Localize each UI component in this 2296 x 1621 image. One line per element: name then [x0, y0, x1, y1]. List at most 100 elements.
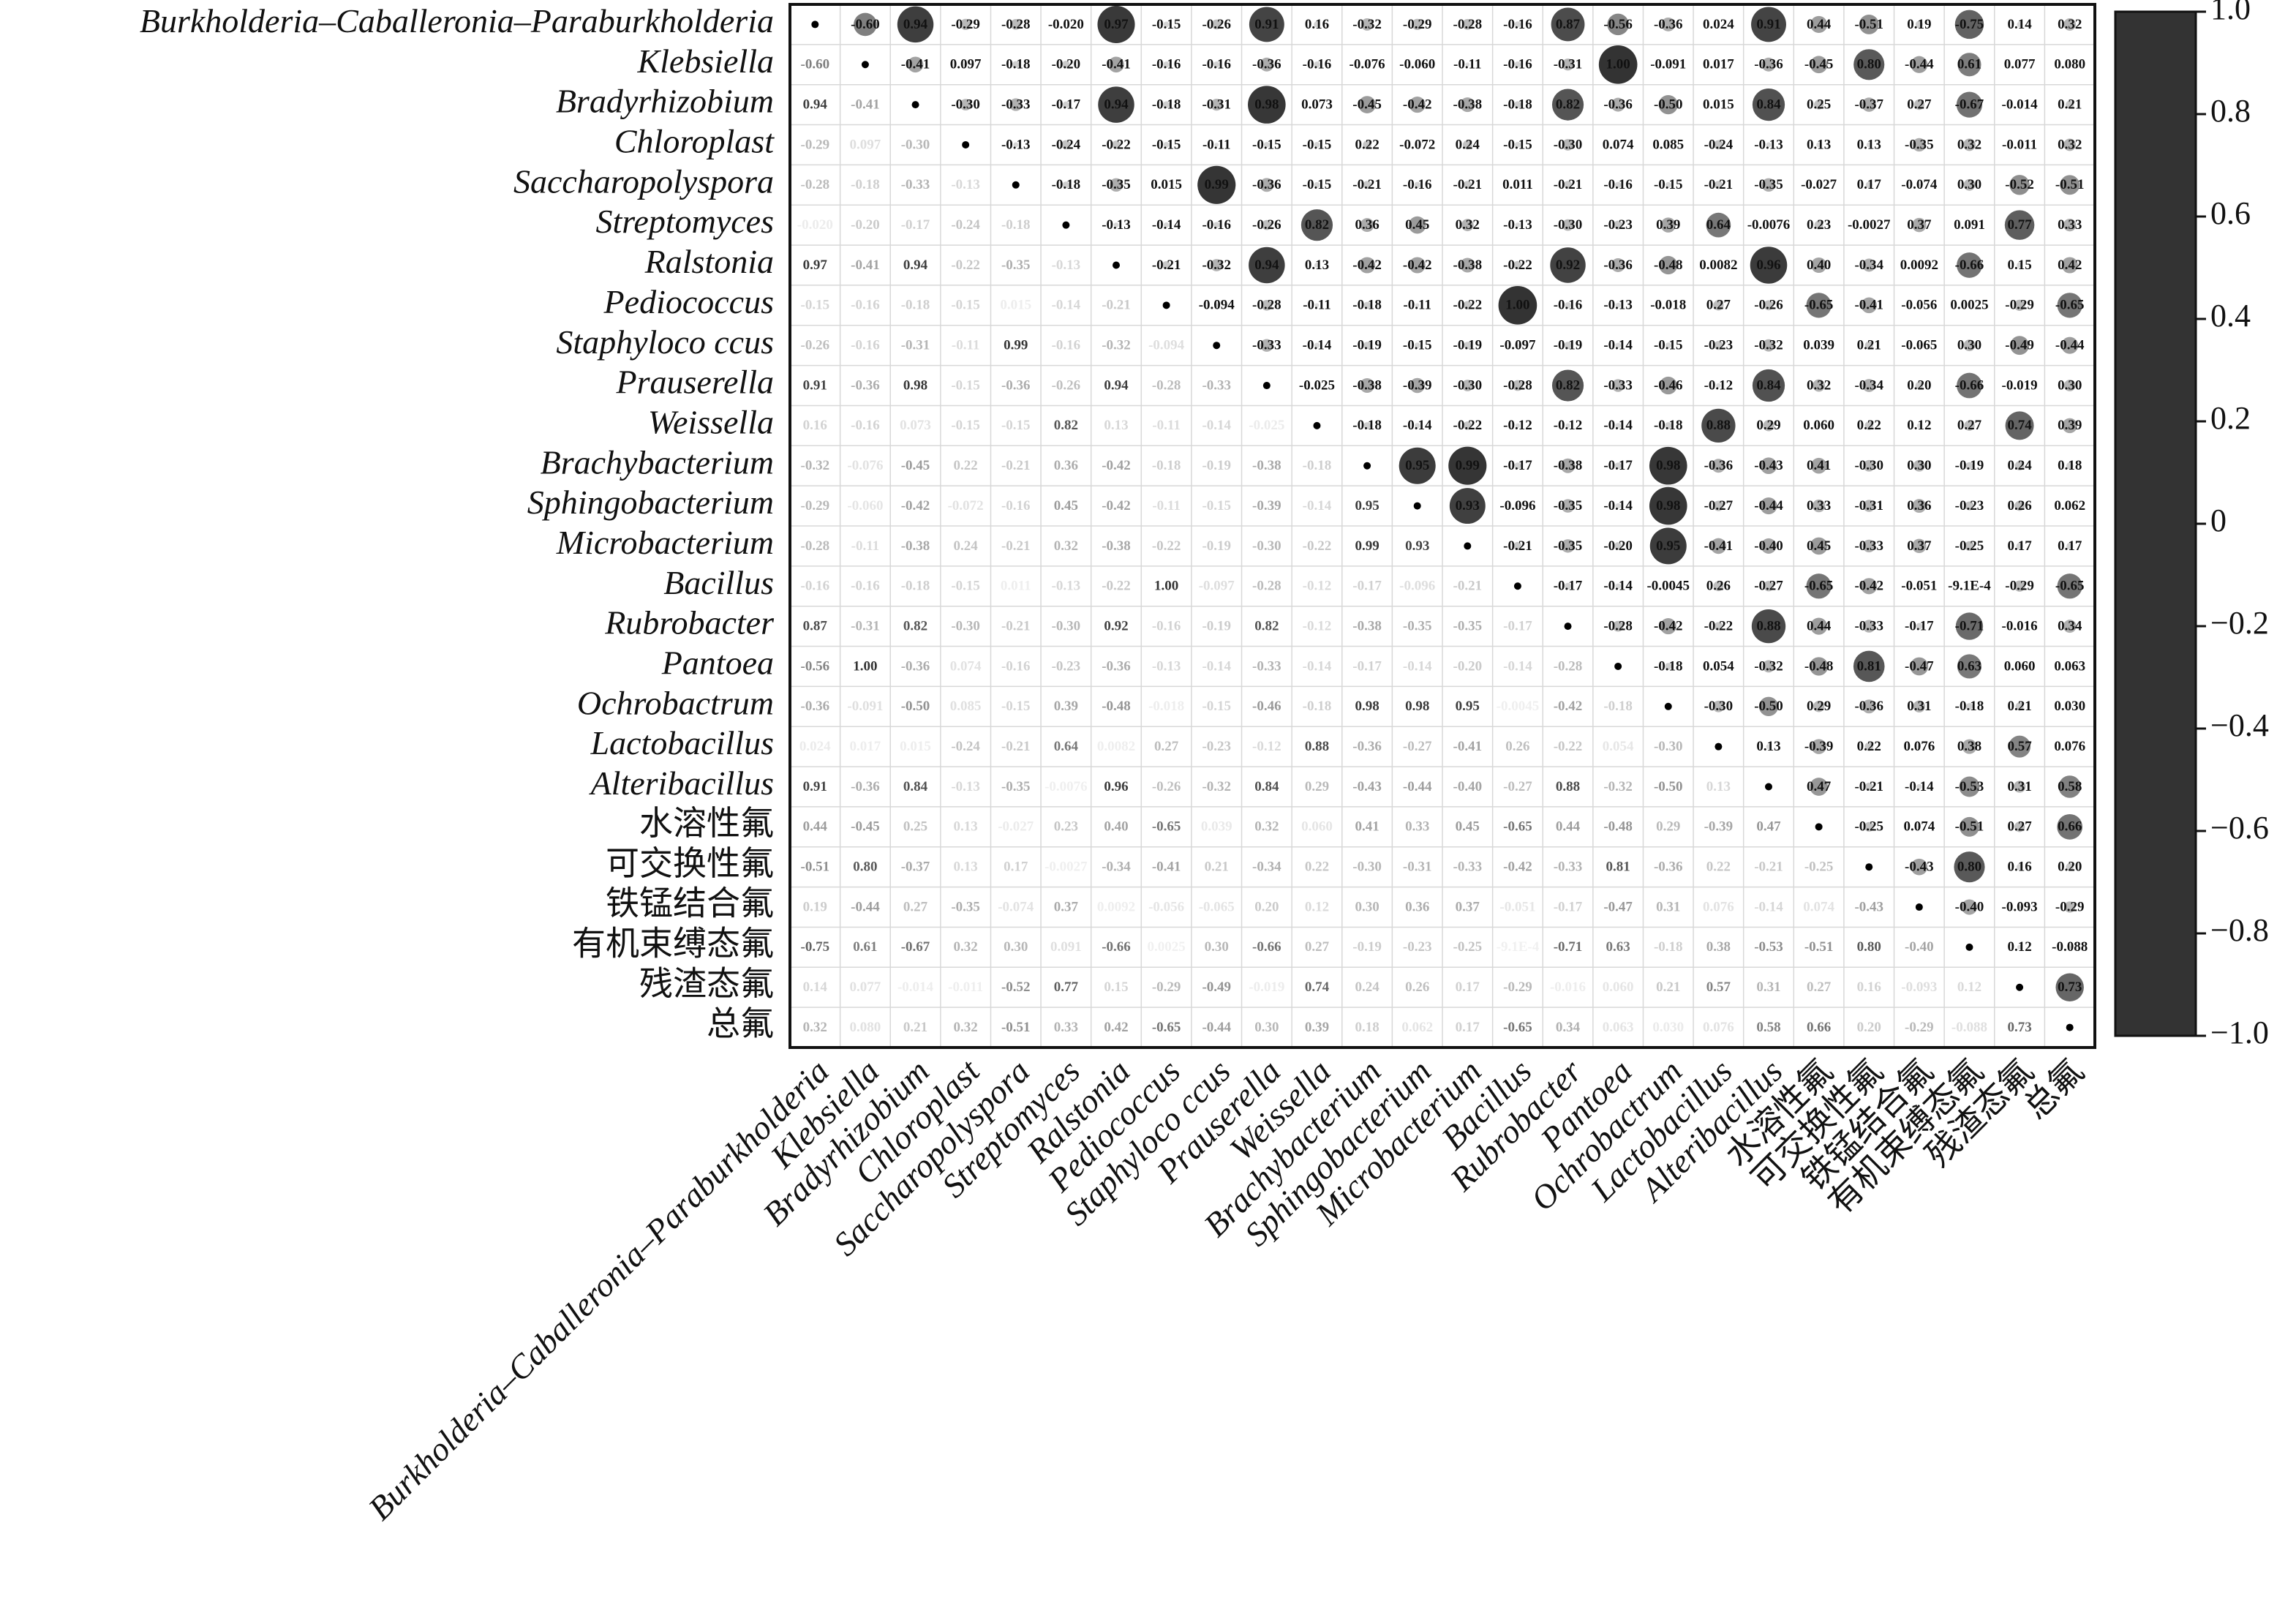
upper-value-label: 1.00	[1606, 57, 1630, 72]
colorbar	[2114, 10, 2197, 1037]
colorbar-tick-label: −0.2	[2210, 605, 2269, 641]
correlation-circle	[1918, 584, 1921, 587]
correlation-circle	[1010, 19, 1022, 30]
upper-value-label: -0.50	[1654, 97, 1683, 112]
correlation-circle	[1408, 216, 1426, 234]
correlation-circle	[1214, 303, 1219, 307]
upper-value-label: 0.91	[1756, 17, 1780, 32]
upper-value-label: -0.11	[1202, 137, 1231, 152]
correlation-circle	[1717, 665, 1720, 668]
correlation-circle	[1761, 538, 1777, 554]
upper-value-label: -0.17	[1603, 458, 1633, 473]
lower-value-label: 0.017	[850, 739, 881, 754]
lower-value-label: -0.23	[1403, 939, 1432, 955]
upper-value-label: 0.32	[2058, 17, 2082, 32]
upper-value-label: -0.51	[1854, 17, 1883, 32]
upper-value-label: 0.13	[1305, 257, 1329, 273]
lower-value-label: -0.096	[1399, 579, 1435, 594]
upper-value-label: 0.74	[2007, 418, 2032, 433]
lower-value-label: -0.15	[951, 418, 980, 433]
upper-value-label: 0.87	[1556, 17, 1581, 32]
lower-value-label: 0.23	[1054, 819, 1078, 835]
correlation-circle	[1713, 500, 1724, 511]
upper-value-label: 0.12	[2007, 939, 2031, 955]
lower-value-label: -0.014	[897, 979, 934, 995]
lower-value-label: 0.32	[954, 1020, 978, 1035]
colorbar-tick-label: 0.4	[2210, 298, 2251, 334]
correlation-circle	[1659, 376, 1677, 395]
correlation-circle	[1810, 15, 1828, 34]
upper-value-label: -0.24	[1052, 137, 1081, 152]
upper-value-label: 0.23	[1807, 217, 1831, 233]
upper-value-label: -0.35	[1554, 498, 1583, 514]
correlation-circle	[2057, 293, 2082, 318]
lower-value-label: -0.0027	[1045, 860, 1088, 875]
lower-value-label: -0.17	[901, 217, 930, 233]
correlation-circle	[1516, 343, 1520, 347]
lower-value-label: -0.33	[901, 177, 930, 192]
correlation-circle	[1163, 222, 1170, 228]
upper-value-label: -0.48	[1654, 257, 1683, 273]
lower-value-label: -0.16	[801, 579, 830, 594]
correlation-circle	[1514, 21, 1521, 28]
row-label: Prauserella	[616, 364, 775, 401]
lower-value-label: -0.18	[1603, 699, 1633, 714]
upper-value-label: -0.29	[2005, 579, 2034, 594]
correlation-circle	[1913, 459, 1925, 472]
lower-value-label: -0.60	[801, 57, 830, 72]
correlation-circle	[1213, 222, 1220, 228]
correlation-circle	[1960, 816, 1979, 837]
upper-value-label: -0.15	[1303, 177, 1332, 192]
lower-value-label: -0.40	[1905, 939, 1934, 955]
upper-value-label: 0.0025	[1950, 298, 1988, 313]
correlation-circle	[1162, 101, 1170, 108]
upper-value-label: 0.17	[1857, 177, 1882, 192]
lower-value-label: -0.29	[801, 137, 830, 152]
upper-value-label: 0.22	[1355, 137, 1379, 152]
upper-value-label: -0.36	[1754, 57, 1783, 72]
lower-value-label: -0.65	[1152, 1020, 1181, 1035]
lower-value-label: 0.063	[1603, 1020, 1634, 1035]
lower-value-label: 0.015	[900, 739, 931, 754]
lower-value-label: 0.17	[1456, 1020, 1480, 1035]
lower-value-label: 0.29	[1305, 779, 1329, 794]
correlation-circle	[1163, 21, 1170, 28]
upper-value-label: 0.82	[1556, 97, 1580, 112]
lower-value-label: -0.24	[951, 217, 980, 233]
lower-value-label: 0.95	[1456, 699, 1480, 714]
correlation-circle	[1666, 62, 1671, 67]
diagonal-dot	[1262, 382, 1271, 390]
correlation-circle	[1963, 138, 1976, 151]
lower-value-label: 0.33	[1405, 819, 1429, 835]
upper-value-label: -0.14	[1603, 418, 1633, 433]
correlation-circle	[1814, 220, 1823, 230]
upper-value-label: -0.65	[1804, 579, 1834, 594]
correlation-circle	[2069, 665, 2071, 668]
upper-value-label: 0.26	[2007, 498, 2031, 514]
lower-value-label: -0.18	[901, 579, 930, 594]
lower-value-label: -0.17	[1352, 579, 1382, 594]
lower-value-label: 0.31	[1756, 979, 1780, 995]
correlation-circle	[1864, 421, 1874, 430]
upper-value-label: -0.027	[1801, 177, 1837, 192]
lower-value-label: -0.19	[1352, 939, 1382, 955]
lower-value-label: -0.15	[1202, 699, 1231, 714]
diagonal-dot	[1363, 462, 1371, 470]
lower-value-label: -0.48	[1603, 819, 1633, 835]
lower-value-label: -0.37	[901, 860, 930, 875]
lower-value-label: -0.75	[801, 939, 830, 955]
upper-value-label: -0.065	[1901, 338, 1937, 353]
correlation-circle	[1956, 91, 1983, 118]
correlation-circle	[1363, 181, 1371, 189]
upper-value-label: 0.22	[1857, 739, 1881, 754]
row-label: Chloroplast	[614, 123, 775, 160]
upper-value-label: -0.17	[1905, 618, 1934, 633]
lower-value-label: -0.66	[1252, 939, 1281, 955]
lower-value-label: -0.30	[1052, 618, 1081, 633]
row-label: Staphyloco ccus	[556, 323, 774, 361]
correlation-circle	[1366, 63, 1369, 67]
row-label: Streptomyces	[595, 203, 774, 240]
row-label: 残渣态氟	[639, 965, 774, 1002]
lower-value-label: 0.36	[1054, 458, 1078, 473]
upper-value-label: -0.24	[1704, 137, 1734, 152]
